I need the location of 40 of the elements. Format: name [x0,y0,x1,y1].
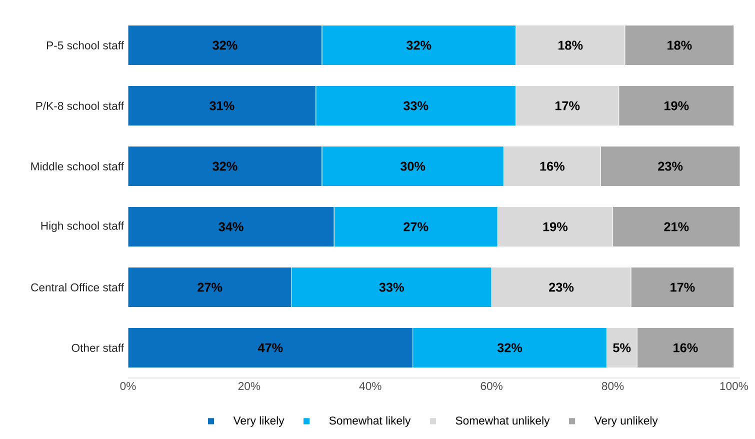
legend-label: Very likely [233,416,284,427]
data-label: 31% [210,101,234,110]
data-label: 33% [379,282,404,292]
x-tick-label: 40% [359,382,382,390]
x-tick-label: 0% [120,382,136,390]
y-tick-label: P-5 school staff [46,41,124,50]
x-tick-label: 80% [602,382,624,390]
data-label: 27% [404,222,428,232]
data-label: 32% [212,40,238,50]
x-tick-label: 60% [480,382,503,390]
legend-label: Somewhat likely [329,416,411,427]
y-tick-label: P/K-8 school staff [36,102,124,110]
data-label: 47% [258,343,283,352]
data-label: 18% [668,40,692,50]
data-label: 16% [540,162,565,171]
data-label: 32% [212,162,238,171]
y-tick-label: High school staff [41,221,124,232]
data-label: 34% [218,222,244,232]
legend-label: Very unlikely [594,416,658,427]
data-label: 27% [198,282,222,292]
legend-label: Somewhat unlikely [456,416,550,427]
data-label: 32% [497,343,522,352]
data-label: 32% [406,40,432,50]
data-label: 21% [664,222,689,232]
data-label: 18% [558,40,583,50]
data-label: 23% [658,162,683,171]
data-label: 16% [674,343,698,352]
data-label: 33% [403,101,428,110]
data-label: 23% [549,282,574,292]
data-label: 5% [613,343,631,352]
data-label: 19% [543,222,568,232]
x-tick-label: 100% [720,382,748,390]
y-tick-label: Central Office staff [31,283,124,292]
data-label: 19% [664,101,689,110]
data-label: 17% [555,101,580,110]
y-tick-label: Other staff [72,344,124,352]
data-label: 17% [670,282,695,292]
data-label: 30% [400,162,426,171]
x-tick-label: 20% [238,382,260,390]
y-tick-label: Middle school staff [31,162,124,170]
